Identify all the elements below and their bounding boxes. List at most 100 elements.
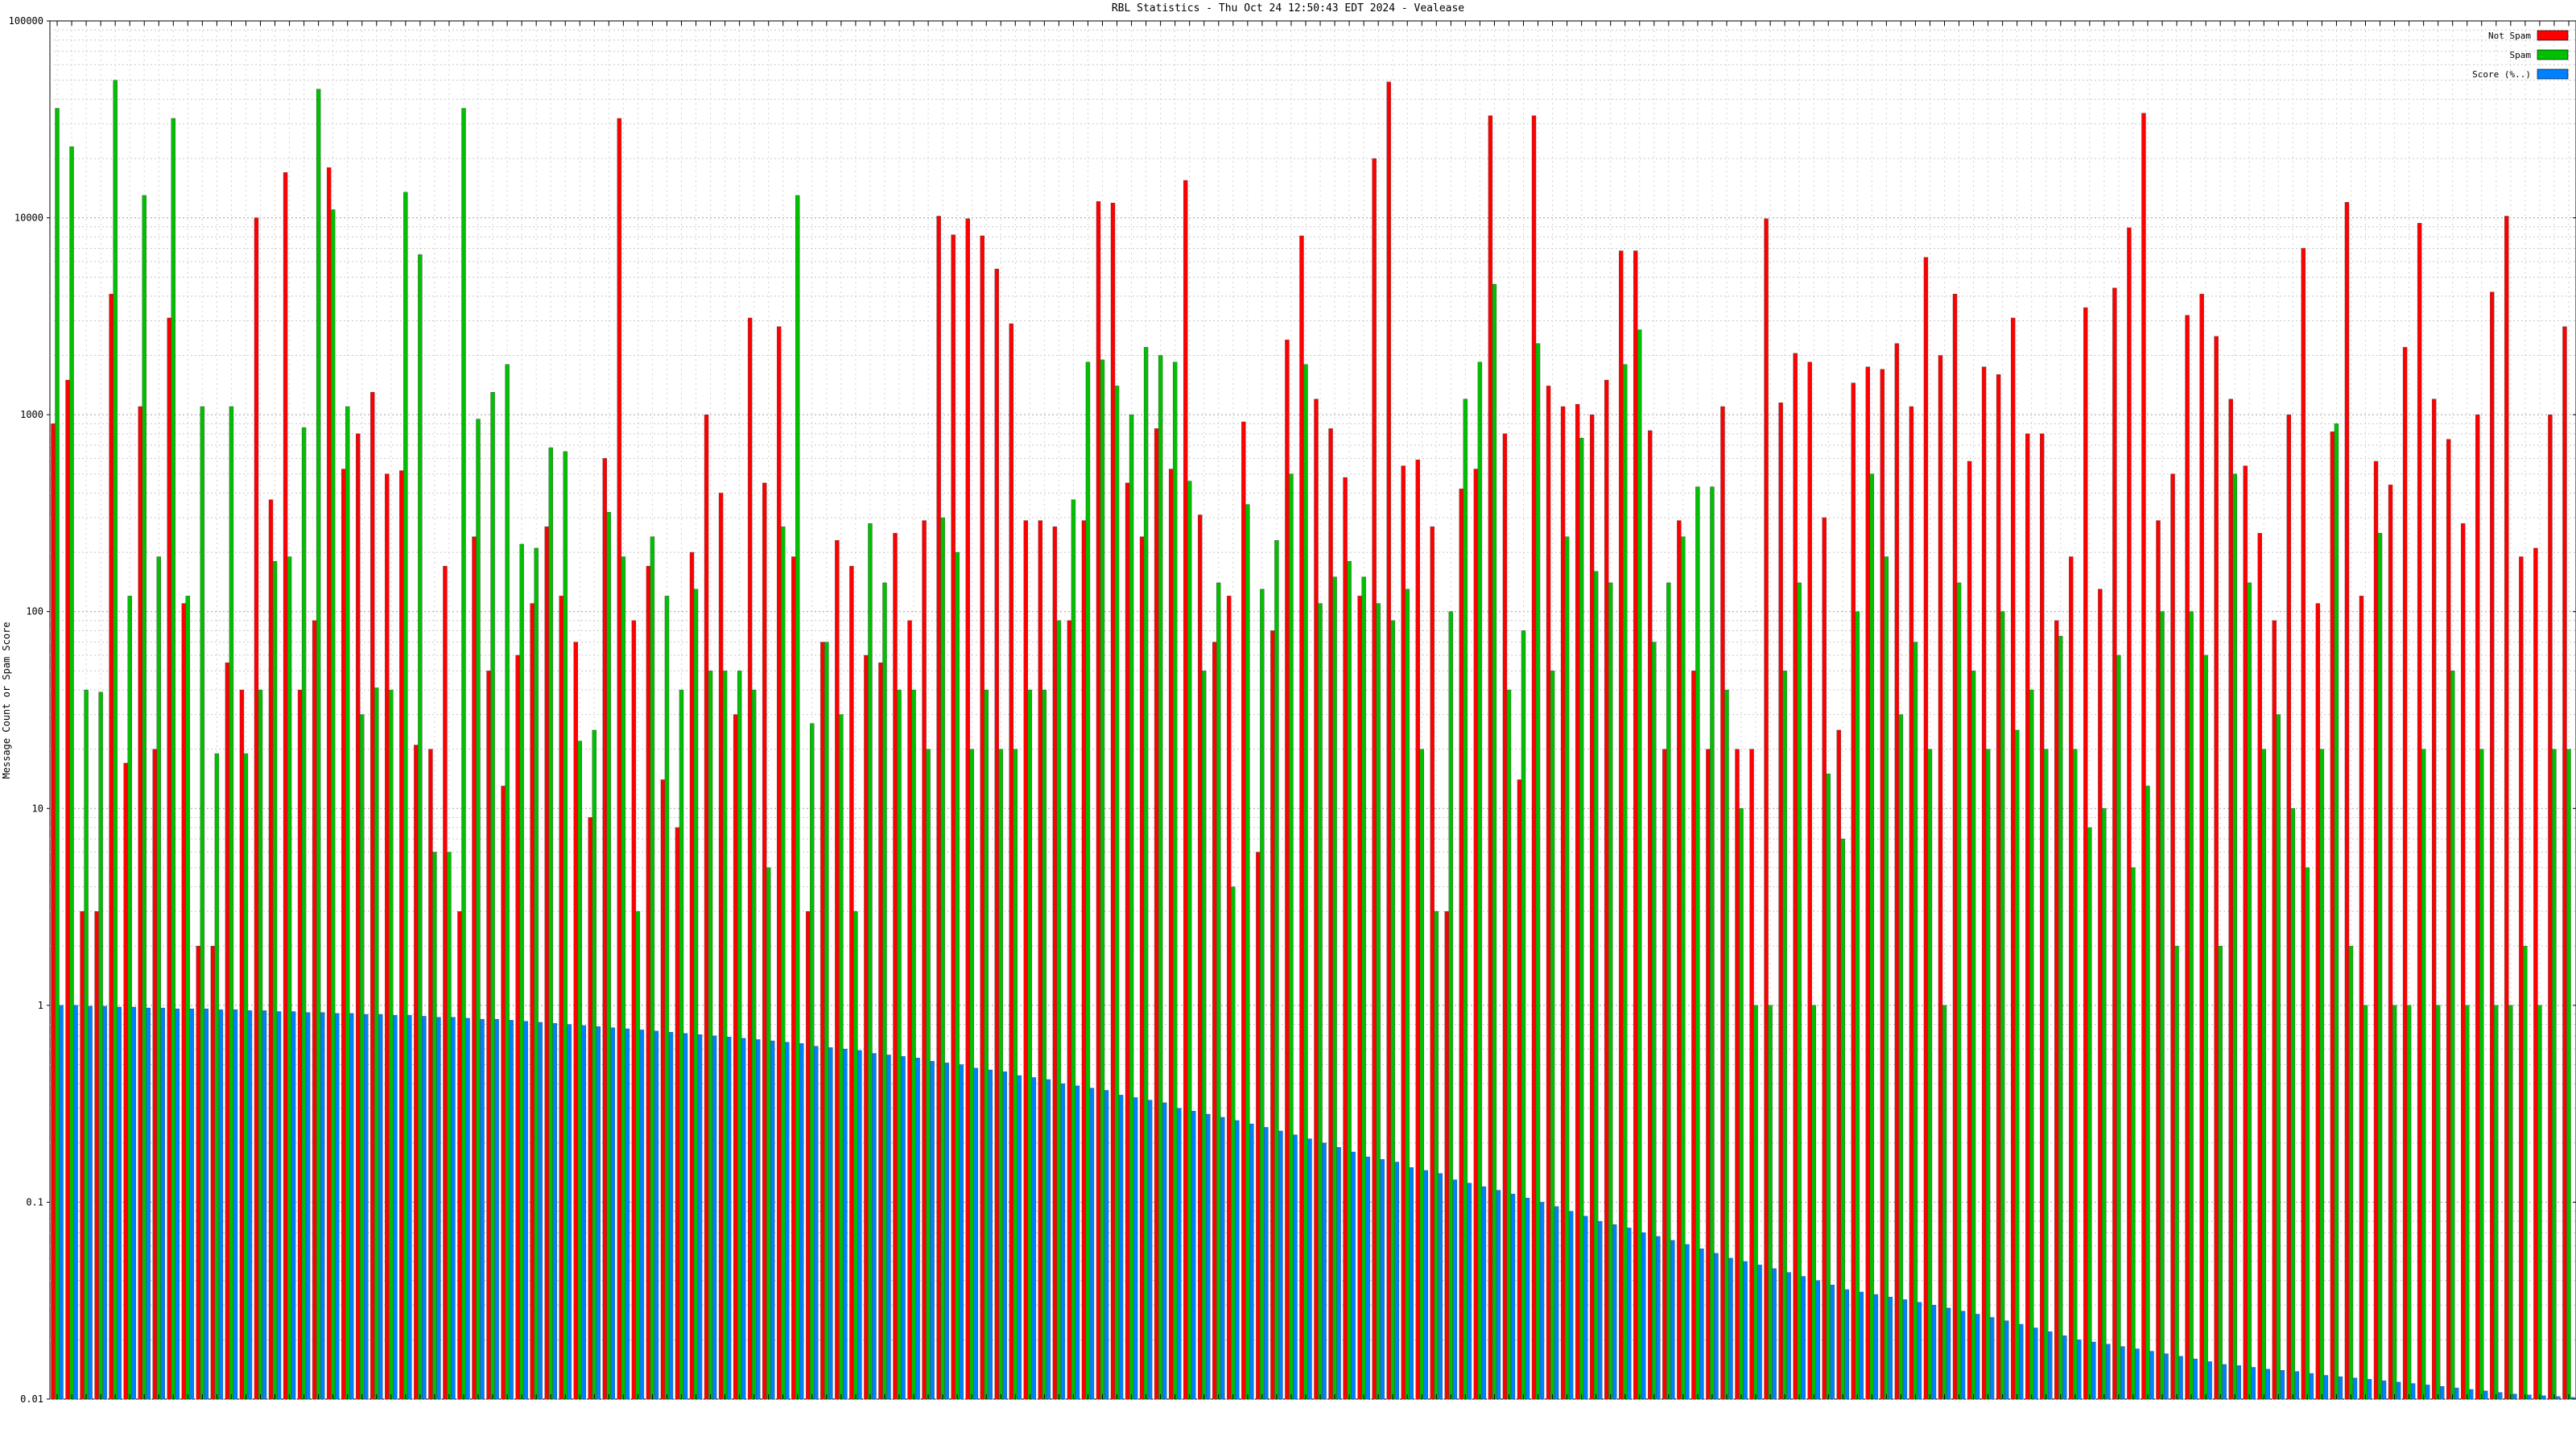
- bar-score: [378, 1013, 383, 1400]
- bar-not-spam: [1677, 520, 1682, 1400]
- bar-score: [712, 1035, 717, 1400]
- bar-score: [567, 1024, 572, 1400]
- bar-score: [88, 1005, 93, 1400]
- bar-not-spam: [559, 596, 564, 1400]
- bar-spam: [1071, 499, 1076, 1400]
- bar-spam: [142, 195, 147, 1400]
- bar-spam: [1492, 283, 1497, 1400]
- bar-score: [1496, 1190, 1501, 1400]
- bar-not-spam: [762, 482, 767, 1400]
- bar-score: [843, 1048, 848, 1400]
- bar-not-spam: [1299, 235, 1304, 1400]
- bar-score: [1946, 1307, 1951, 1400]
- bar-not-spam: [1633, 250, 1638, 1400]
- bar-not-spam: [1502, 433, 1508, 1400]
- bar-not-spam: [1851, 382, 1856, 1400]
- bar-not-spam: [573, 642, 578, 1400]
- bar-score: [1351, 1151, 1356, 1400]
- bar-spam: [403, 192, 408, 1400]
- bar-not-spam: [922, 520, 927, 1400]
- bar-score: [1438, 1173, 1443, 1400]
- bar-spam: [1477, 361, 1483, 1400]
- bar-spam: [1172, 361, 1178, 1400]
- bar-score: [1220, 1117, 1225, 1400]
- bar-score: [2323, 1375, 2329, 1400]
- bar-not-spam: [297, 689, 303, 1400]
- bar-not-spam: [2025, 433, 2030, 1400]
- y-axis-label: Message Count or Spam Score: [1, 621, 12, 778]
- bar-spam: [171, 118, 175, 1400]
- bar-spam: [1434, 910, 1439, 1400]
- bar-spam: [1927, 749, 1933, 1400]
- bar-score: [305, 1012, 311, 1400]
- bar-spam: [1710, 486, 1715, 1400]
- bar-not-spam: [370, 392, 375, 1400]
- x-axis-ticks: [56, 21, 2570, 1399]
- bar-not-spam: [486, 671, 491, 1400]
- bar-spam: [1956, 582, 1962, 1400]
- bar-not-spam: [675, 827, 680, 1400]
- bar-not-spam: [1720, 406, 1725, 1400]
- bar-spam: [1681, 536, 1686, 1400]
- bar-spam: [1289, 473, 1294, 1400]
- bar-score: [2338, 1376, 2343, 1400]
- bar-score: [2135, 1348, 2140, 1400]
- bar-not-spam: [2548, 414, 2553, 1400]
- bar-score: [2120, 1346, 2125, 1400]
- bar-score: [538, 1022, 543, 1400]
- bar-score: [2265, 1368, 2270, 1400]
- bar-score: [59, 1005, 64, 1400]
- bar-score: [1046, 1079, 1051, 1400]
- bar-score: [407, 1015, 412, 1400]
- bar-spam: [243, 753, 249, 1400]
- bar-score: [1728, 1257, 1733, 1400]
- bar-not-spam: [1575, 403, 1580, 1400]
- bar-score: [726, 1037, 732, 1400]
- bar-score: [1597, 1220, 1603, 1400]
- bar-score: [930, 1061, 935, 1400]
- bar-not-spam: [1401, 465, 1406, 1400]
- bar-score: [1031, 1077, 1037, 1400]
- bar-score: [973, 1067, 978, 1400]
- bar-spam: [1593, 571, 1599, 1400]
- bar-not-spam: [1314, 398, 1319, 1400]
- bar-not-spam: [1706, 749, 1711, 1400]
- bar-spam: [1347, 561, 1352, 1400]
- legend-swatch: [2537, 30, 2569, 41]
- bar-score: [2454, 1387, 2459, 1400]
- bar-spam: [2523, 946, 2528, 1400]
- bar-spam: [1985, 749, 1991, 1400]
- bar-not-spam: [1560, 406, 1566, 1400]
- bar-score: [465, 1018, 470, 1400]
- bar-not-spam: [326, 167, 332, 1400]
- bar-spam: [1245, 504, 1250, 1400]
- bar-score: [436, 1017, 441, 1400]
- bar-spam: [84, 689, 89, 1400]
- bar-score: [2469, 1389, 2474, 1400]
- bar-not-spam: [283, 172, 288, 1400]
- bar-spam: [1884, 556, 1889, 1400]
- y-tick-label: 100: [26, 606, 43, 617]
- bar-not-spam: [1081, 520, 1087, 1400]
- bar-spam: [2174, 946, 2179, 1400]
- bar-spam: [2232, 473, 2237, 1400]
- bar-score: [494, 1018, 499, 1400]
- bar-spam: [824, 642, 829, 1400]
- bar-not-spam: [2475, 414, 2480, 1400]
- bar-score: [2381, 1380, 2387, 1400]
- bar-not-spam: [1139, 536, 1145, 1400]
- legend-swatch: [2537, 68, 2569, 80]
- bar-score: [1960, 1311, 1966, 1400]
- bar-not-spam: [239, 689, 245, 1400]
- bar-not-spam: [399, 470, 404, 1400]
- bar-score: [1743, 1261, 1748, 1400]
- bar-not-spam: [2301, 248, 2306, 1400]
- bar-spam: [2102, 808, 2107, 1400]
- bar-not-spam: [1415, 459, 1420, 1400]
- bar-not-spam: [1938, 355, 1943, 1400]
- bar-score: [639, 1030, 645, 1400]
- bar-not-spam: [1227, 596, 1232, 1400]
- bar-score: [509, 1020, 514, 1400]
- bar-spam: [1202, 671, 1207, 1400]
